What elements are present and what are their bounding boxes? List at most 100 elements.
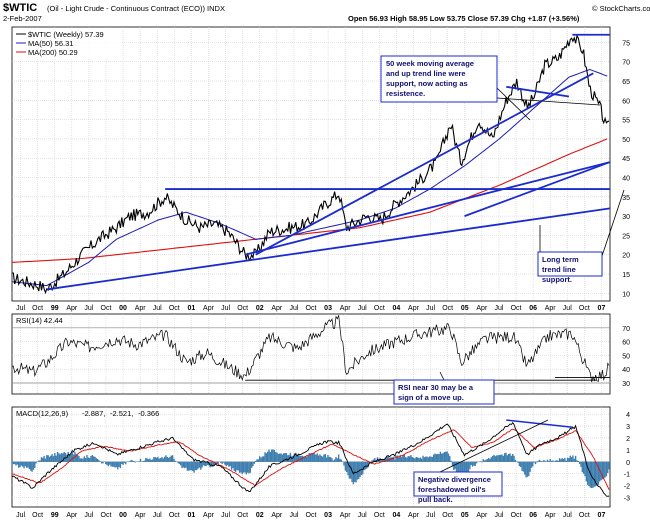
x-tick-label: 03 (324, 512, 332, 519)
macd-histogram-bar (34, 461, 36, 468)
macd-histogram-bar (489, 458, 491, 462)
macd-histogram-bar (600, 461, 602, 481)
macd-histogram-bar (109, 461, 111, 465)
macd-histogram-bar (55, 455, 57, 462)
macd-histogram-bar (284, 452, 286, 462)
macd-histogram-bar (179, 461, 182, 466)
macd-histogram-bar (463, 461, 466, 481)
macd-histogram-bar (272, 449, 274, 462)
macd-histogram-bar (528, 461, 530, 477)
macd-histogram-bar (335, 456, 337, 462)
macd-histogram-bar (406, 457, 408, 462)
x-tick-label: Jul (84, 305, 93, 312)
macd-histogram-bar (486, 459, 488, 462)
macd-histogram-bar (242, 461, 245, 473)
macd-histogram-bar (205, 461, 207, 467)
y-tick-label: 50 (622, 353, 630, 360)
macd-histogram-bar (343, 461, 345, 466)
macd-histogram-bar (201, 461, 203, 468)
macd-histogram-bar (260, 457, 262, 462)
x-tick-label: Jul (221, 305, 230, 312)
x-tick-label: Jul (494, 305, 503, 312)
y-tick-label: 1 (626, 448, 630, 455)
macd-histogram-bar (250, 461, 253, 468)
macd-histogram-bar (494, 456, 496, 462)
macd-histogram-bar (435, 454, 438, 462)
x-tick-label: Oct (442, 512, 453, 519)
macd-histogram-bar (157, 456, 159, 462)
x-tick-label: Oct (32, 512, 43, 519)
macd-histogram-bar (295, 452, 297, 462)
y-tick-label: 40 (622, 367, 630, 374)
y-tick-label: 0 (626, 460, 630, 467)
macd-histogram-bar (66, 454, 68, 462)
macd-histogram-bar (96, 458, 99, 462)
y-tick-label: -3 (624, 495, 630, 502)
macd-histogram-bar (265, 453, 268, 462)
macd-histogram-bar (192, 461, 194, 471)
macd-histogram-bar (582, 461, 585, 474)
callout-pointer (601, 189, 625, 257)
macd-histogram-bar (485, 459, 487, 462)
macd-histogram-bar (256, 459, 258, 462)
macd-histogram-bar (530, 461, 533, 468)
macd-histogram-bar (455, 461, 458, 473)
macd-histogram-bar (546, 459, 549, 462)
macd-histogram-bar (446, 451, 448, 462)
macd-histogram-bar (70, 453, 72, 462)
macd-histogram-bar (499, 454, 502, 462)
macd-histogram-bar (216, 461, 218, 464)
y-tick-label: 10 (622, 291, 630, 298)
ohlc-readout: Open 56.93 High 58.95 Low 53.75 Close 57… (348, 14, 580, 23)
macd-histogram-bar (110, 461, 112, 467)
macd-histogram-bar (186, 461, 189, 471)
macd-histogram-bar (68, 454, 71, 462)
macd-histogram-bar (258, 456, 261, 462)
macd-histogram-bar (469, 461, 471, 470)
divergence-callout: Negative divergence foreshadowed oil's pul… (413, 471, 503, 504)
macd-signal-line (11, 428, 610, 490)
divergence-note: Negative divergence foreshadowed oil's pul… (418, 475, 491, 504)
macd-histogram-bar (315, 454, 317, 462)
macd-histogram-bar (131, 460, 134, 462)
macd-histogram-bar (503, 453, 506, 462)
macd-histogram-bar (147, 459, 150, 462)
macd-histogram-bar (87, 457, 90, 462)
x-tick-label: 99 (51, 512, 59, 519)
trendline (244, 161, 611, 256)
macd-histogram-bar (386, 456, 388, 462)
callout-pointer (496, 87, 531, 121)
macd-histogram-bar (329, 457, 332, 462)
callout-pointer (496, 97, 601, 106)
macd-histogram-bar (557, 460, 559, 462)
macd-histogram-bar (568, 458, 570, 462)
macd-histogram-bar (586, 461, 589, 485)
macd-histogram-bar (411, 456, 413, 462)
legend-macd-value: -2.887, (82, 409, 105, 418)
macd-histogram-bar (396, 455, 399, 462)
x-tick-label: Jul (358, 305, 367, 312)
macd-histogram-bar (249, 461, 252, 473)
macd-histogram-bar (269, 451, 272, 462)
macd-histogram-bar (188, 461, 190, 471)
macd-histogram-bar (299, 455, 301, 462)
x-tick-label: Oct (101, 305, 112, 312)
x-tick-label: 05 (461, 305, 469, 312)
macd-histogram-bar (509, 453, 511, 462)
divergence-line (506, 419, 573, 428)
macd-histogram-bar (149, 458, 151, 462)
macd-histogram-bar (394, 459, 396, 462)
price-legend: $WTIC (Weekly) 57.39 MA(50) 56.31 MA(200… (14, 29, 122, 59)
macd-histogram-bar (113, 461, 115, 467)
macd-histogram-bar (177, 461, 179, 464)
x-tick-label: Apr (545, 305, 557, 312)
macd-histogram-bar (307, 456, 309, 462)
macd-histogram-bar (122, 461, 124, 465)
macd-histogram-bar (558, 458, 561, 462)
watermark: © StockCharts.com (592, 4, 650, 13)
macd-histogram-bar (404, 457, 407, 462)
macd-histogram-bar (35, 461, 37, 464)
y-tick-label: -1 (624, 472, 630, 479)
x-tick-label: Jul (289, 305, 298, 312)
